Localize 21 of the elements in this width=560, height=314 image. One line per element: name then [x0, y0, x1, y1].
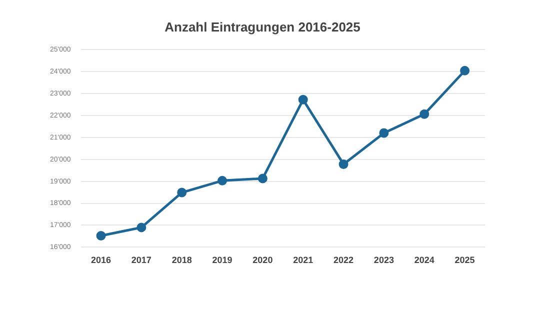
point: [258, 174, 268, 184]
x-tick-label: 2020: [252, 255, 273, 266]
point: [177, 188, 187, 198]
x-tick-label: 2021: [293, 255, 314, 266]
point: [379, 128, 389, 138]
x-tick-label: 2017: [131, 255, 152, 266]
x-tick-label: 2025: [454, 255, 475, 266]
point: [298, 94, 308, 104]
x-tick-label: 2016: [90, 255, 112, 266]
x-tick-label: 2018: [172, 255, 192, 266]
point: [218, 176, 228, 186]
x-tick-label: 2022: [334, 255, 354, 266]
point: [136, 222, 146, 232]
point: [96, 231, 106, 241]
point: [338, 159, 348, 169]
point: [460, 66, 470, 76]
x-tick-label: 2019: [212, 255, 232, 266]
chart-title: Anzahl Eintragungen 2016-2025: [164, 19, 360, 34]
x-tick-label: 2023: [374, 255, 394, 266]
x-tick-label: 2024: [414, 255, 434, 266]
point: [420, 109, 430, 119]
